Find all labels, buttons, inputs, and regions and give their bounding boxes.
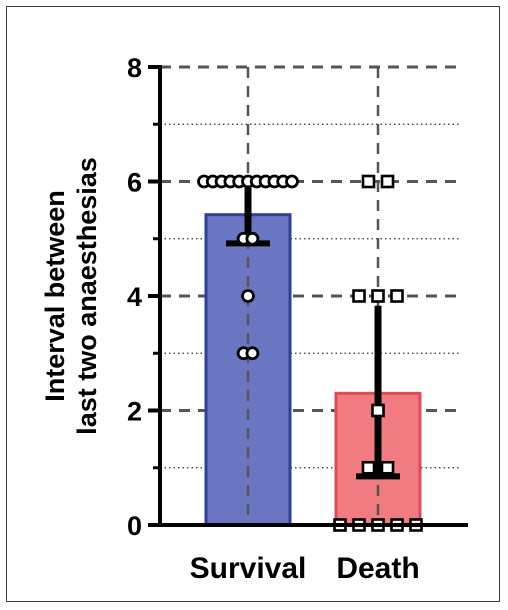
category-label: Survival xyxy=(190,552,307,585)
data-point-death xyxy=(390,289,404,303)
category-label: Death xyxy=(336,552,419,585)
data-point-death xyxy=(361,460,376,475)
data-point-survival xyxy=(245,231,260,246)
figure-frame xyxy=(6,6,500,602)
error-bar-death xyxy=(356,305,400,480)
data-point-death xyxy=(352,289,366,303)
data-point-survival xyxy=(285,174,299,189)
data-point-death xyxy=(380,174,395,189)
axis-layer xyxy=(148,65,468,527)
data-point-survival xyxy=(245,346,260,361)
label-layer: 0 2 4 6 8 Survival Death Interval between last t… xyxy=(40,53,420,585)
data-point-death xyxy=(371,403,385,418)
data-point-survival xyxy=(241,289,255,303)
data-point-death xyxy=(380,460,395,475)
y-axis-title: Interval between xyxy=(40,190,70,402)
data-point-death xyxy=(371,289,385,303)
y-tick-label: 4 xyxy=(127,282,142,312)
data-point-death xyxy=(361,174,376,189)
y-tick-label: 0 xyxy=(127,511,142,541)
y-tick-label: 8 xyxy=(127,53,142,83)
y-tick-label: 6 xyxy=(127,168,142,198)
y-tick-label: 2 xyxy=(127,397,142,427)
y-axis-title: last two anaesthesias xyxy=(72,157,102,435)
